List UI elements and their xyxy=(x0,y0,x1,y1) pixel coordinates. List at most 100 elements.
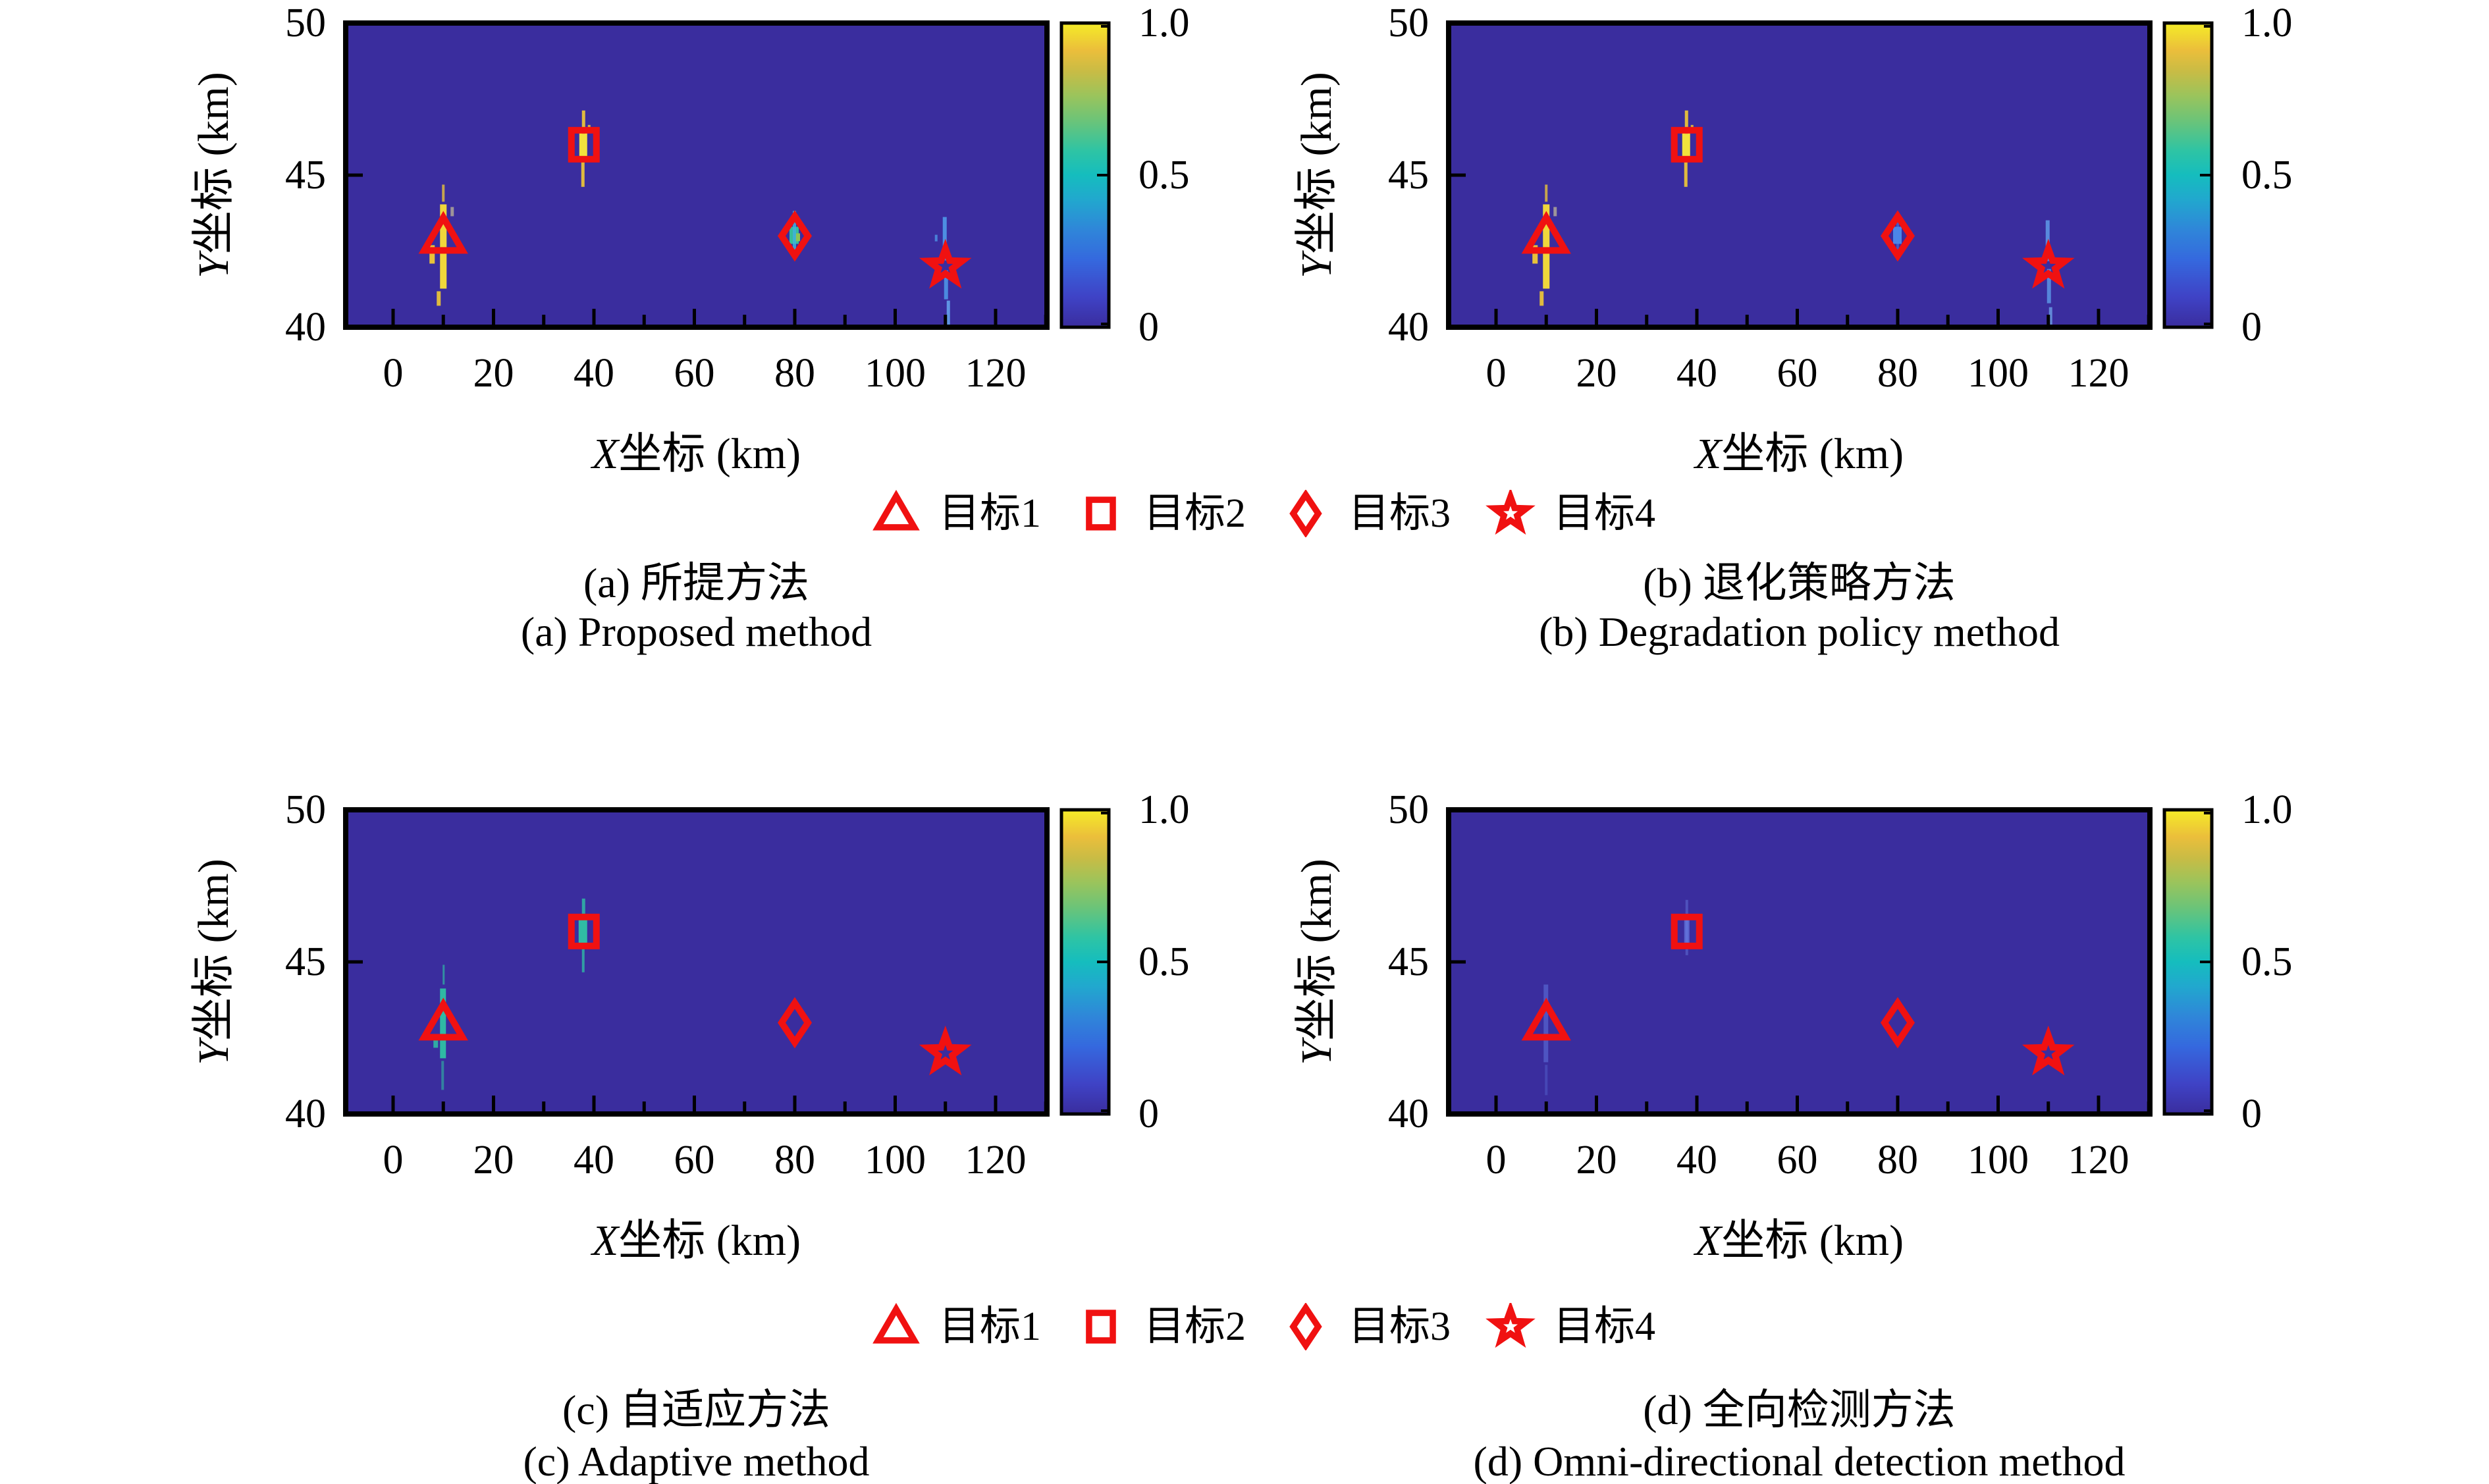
panel-d-caption-en: (d) Omni-directional detection method xyxy=(1473,1438,2126,1484)
y-axis-label-rest: 坐标 (km) xyxy=(1293,72,1341,255)
legend-item-label: 目标1 xyxy=(938,491,1041,536)
legend-diamond-icon xyxy=(1289,490,1322,537)
panel-a-xtick-120: 120 xyxy=(965,351,1027,396)
legend-item-diamond: 目标3 xyxy=(1280,1299,1451,1354)
panel-d-xtick-60: 60 xyxy=(1777,1138,1818,1182)
panel-b xyxy=(1446,20,2214,330)
panel-a-ytick-45: 45 xyxy=(285,153,326,198)
legend-square-icon-shape xyxy=(1086,496,1116,531)
legend-star-icon-shape xyxy=(1485,490,1536,535)
y-axis-label-rest: 坐标 (km) xyxy=(190,72,238,255)
legend-item-star: 目标4 xyxy=(1485,1299,1655,1354)
panel-a-caption-en: (a) Proposed method xyxy=(520,608,872,655)
legend-item-label: 目标4 xyxy=(1553,1304,1656,1349)
legend-item-label: 目标2 xyxy=(1143,1304,1246,1349)
panel-b-xtick-40: 40 xyxy=(1676,351,1717,396)
panel-a xyxy=(343,20,1111,330)
panel-a-xtick-40: 40 xyxy=(574,351,614,396)
panel-a-colorbar-tick-1.0: 1.0 xyxy=(1138,1,1190,45)
panel-a-xtick-100: 100 xyxy=(865,351,926,396)
panel-b-colorbar-tick-0: 0 xyxy=(2241,305,2262,350)
plot-border-d xyxy=(1446,807,2153,1117)
y-axis-label-variable: Y xyxy=(190,254,238,278)
panel-a-ytick-40: 40 xyxy=(285,305,326,350)
panel-d-ytick-40: 40 xyxy=(1388,1092,1429,1136)
panel-c-colorbar-tick-1.0: 1.0 xyxy=(1138,787,1190,832)
panel-b-target-4-star-marker xyxy=(2021,238,2075,289)
panel-b-xtick-100: 100 xyxy=(1967,351,2029,396)
legend-item-label: 目标3 xyxy=(1349,1304,1451,1349)
legend-item-label: 目标4 xyxy=(1553,491,1656,536)
panel-d-xtick-120: 120 xyxy=(2068,1138,2129,1182)
panel-b-colorbar-tick-1.0: 1.0 xyxy=(2241,1,2293,45)
legend-item-label: 目标3 xyxy=(1349,491,1451,536)
panel-d-colorbar-tick-0: 0 xyxy=(2241,1092,2262,1136)
panel-a-xtick-60: 60 xyxy=(674,351,715,396)
legend-star-icon xyxy=(1485,1303,1536,1348)
legend-item-triangle: 目标1 xyxy=(870,1299,1041,1354)
legend-item-diamond: 目标3 xyxy=(1280,486,1451,541)
plot-border-a xyxy=(343,20,1050,330)
panel-d-xtick-40: 40 xyxy=(1676,1138,1717,1182)
y-axis-label-rest: 坐标 (km) xyxy=(1293,859,1341,1042)
legend-star-icon-shape xyxy=(1485,1303,1536,1348)
x-axis-label-rest: 坐标 (km) xyxy=(1721,1217,1904,1265)
heatmap-field-d xyxy=(1449,810,2150,1114)
x-axis-label-variable: X xyxy=(591,430,619,478)
panel-b-xtick-20: 20 xyxy=(1576,351,1617,396)
panel-a-x-axis-label: X坐标 (km) xyxy=(433,428,960,481)
panel-d-ytick-45: 45 xyxy=(1388,940,1429,984)
legend-item-square: 目标2 xyxy=(1075,486,1246,541)
legend-triangle-icon xyxy=(872,490,920,531)
legend-item-label: 目标2 xyxy=(1143,491,1246,536)
panel-a-y-axis-label: Y坐标 (km) xyxy=(188,0,240,406)
legend-diamond-icon-shape xyxy=(1289,490,1322,537)
panel-b-colorbar-tick-0.5: 0.5 xyxy=(2241,153,2293,198)
legend-item-label: 目标1 xyxy=(938,1304,1041,1349)
panel-a-xtick-0: 0 xyxy=(383,351,404,396)
panel-a-colorbar-tick-0: 0 xyxy=(1138,305,1159,350)
panel-b-target-2-square-marker xyxy=(1671,126,1703,163)
panel-c-xtick-120: 120 xyxy=(965,1138,1027,1182)
panel-c-target-4-star-marker xyxy=(919,1025,972,1076)
panel-c-colorbar-tick-0: 0 xyxy=(1138,1092,1159,1136)
legend-triangle-icon-shape xyxy=(872,1303,920,1344)
panel-a-caption-cn: (a) 所提方法 xyxy=(583,560,810,606)
panel-c-xtick-20: 20 xyxy=(473,1138,514,1182)
panel-b-xtick-0: 0 xyxy=(1485,351,1507,396)
panel-d-target-1-triangle-marker xyxy=(1521,997,1571,1041)
y-axis-label-variable: Y xyxy=(1293,254,1341,278)
panel-a-target-4-star-marker xyxy=(919,238,972,289)
panel-d-xtick-80: 80 xyxy=(1877,1138,1918,1182)
legend-triangle-icon xyxy=(872,1303,920,1344)
panel-b-xtick-80: 80 xyxy=(1877,351,1918,396)
legend-star-icon xyxy=(1485,490,1536,535)
legend-diamond-icon-shape xyxy=(1289,1303,1322,1350)
panel-a-colorbar-tick-0.5: 0.5 xyxy=(1138,153,1190,198)
panel-c-xtick-0: 0 xyxy=(383,1138,404,1182)
panel-b-x-axis-label: X坐标 (km) xyxy=(1536,428,2063,481)
x-axis-label-variable: X xyxy=(1694,1217,1722,1265)
heatmap-field-c xyxy=(346,810,1047,1114)
panel-a-target-1-triangle-marker xyxy=(418,211,468,254)
panel-b-ytick-40: 40 xyxy=(1388,305,1429,350)
plot-border-c xyxy=(343,807,1050,1117)
panel-c-y-axis-label: Y坐标 (km) xyxy=(188,731,240,1192)
panel-d-y-axis-label: Y坐标 (km) xyxy=(1291,731,1343,1192)
panel-d-target-4-star-marker xyxy=(2021,1025,2075,1076)
heat-spots-c xyxy=(433,898,587,1090)
legend-square-icon-shape xyxy=(1086,1310,1116,1344)
panel-d-caption-cn: (d) 全向检测方法 xyxy=(1643,1387,1956,1433)
legend-triangle-icon-shape xyxy=(872,490,920,531)
x-axis-label-variable: X xyxy=(591,1217,619,1265)
panel-c-target-1-triangle-marker xyxy=(418,997,468,1041)
panel-c-caption-cn: (c) 自适应方法 xyxy=(562,1387,831,1433)
legend-item-star: 目标4 xyxy=(1485,486,1655,541)
y-axis-label-rest: 坐标 (km) xyxy=(190,859,238,1042)
panel-c-xtick-60: 60 xyxy=(674,1138,715,1182)
panel-c-target-3-diamond-marker xyxy=(777,997,813,1049)
heat-spots-a xyxy=(429,110,950,327)
panel-c-xtick-80: 80 xyxy=(774,1138,815,1182)
heatmap-field-a xyxy=(346,23,1047,327)
